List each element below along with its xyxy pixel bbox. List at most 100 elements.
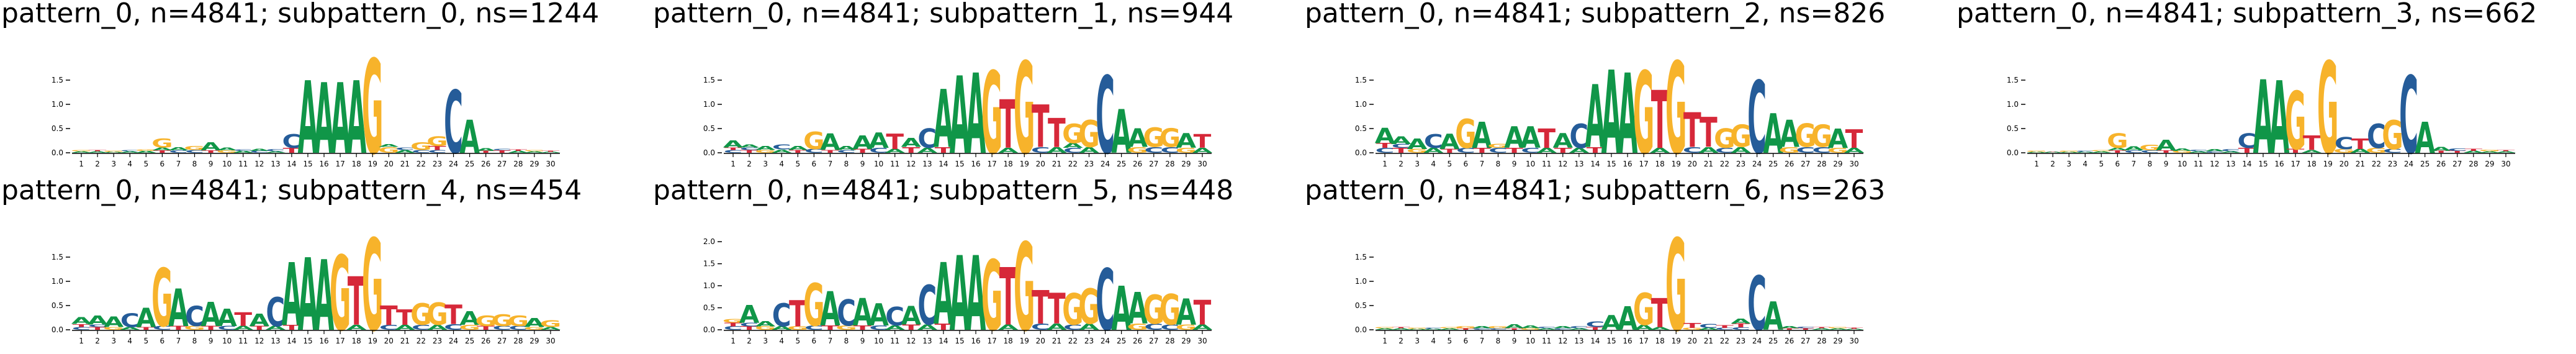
x-tick-label: 7 <box>828 160 833 168</box>
logo-letter-A: A <box>1079 322 1100 332</box>
x-tick-label: 23 <box>433 160 442 168</box>
logo-letter-C: C <box>1160 145 1179 155</box>
logo-letter-G: G <box>803 273 825 340</box>
logo-letter-T: T <box>741 325 759 331</box>
x-tick-label: 16 <box>971 160 980 168</box>
logo-letter-C: C <box>444 322 463 332</box>
logo-letter-T: T <box>169 325 187 331</box>
x-tick-label: 28 <box>1165 160 1174 168</box>
logo-letter-G: G <box>524 150 545 152</box>
logo-letter-A: A <box>249 311 269 330</box>
logo-letter-T: T <box>202 325 220 331</box>
logo-letter-G: G <box>2139 143 2161 153</box>
logo-panel-3: pattern_0, n=4841; subpattern_3, ns=662 … <box>1955 0 2576 177</box>
x-tick-label: 15 <box>303 160 312 168</box>
x-tick-label: 1 <box>731 160 736 168</box>
logo-letter-A: A <box>868 129 889 153</box>
x-tick-label: 1 <box>731 337 736 345</box>
x-tick-label: 16 <box>971 337 980 345</box>
y-tick-label: 0.0 <box>52 148 63 157</box>
x-tick-label: 13 <box>1574 337 1583 345</box>
logo-letter-A: A <box>1650 147 1670 155</box>
logo-letter-A: A <box>233 150 253 153</box>
logo-letter-A: A <box>901 301 922 330</box>
logo-letter-A: A <box>475 147 497 152</box>
x-tick-label: 22 <box>1720 160 1729 168</box>
x-tick-label: 12 <box>254 337 264 345</box>
logo-letter-T: T <box>202 150 220 153</box>
x-tick-label: 16 <box>319 160 328 168</box>
logo-letter-C: C <box>120 150 140 152</box>
logo-letter-T: T <box>477 325 495 331</box>
logo-letter-G: G <box>1062 284 1084 335</box>
x-tick-label: 29 <box>529 160 539 168</box>
sequence-logo: 0.00.51.01.5AGATAGACAGTGCACGTAGAACCAACTC… <box>1355 214 1864 354</box>
x-tick-label: 7 <box>1480 337 1485 345</box>
logo-letter-C: C <box>1392 143 1411 150</box>
x-tick-label: 21 <box>1704 160 1713 168</box>
logo-letter-A: A <box>2464 150 2484 153</box>
logo-letter-A: A <box>346 60 367 176</box>
logo-letter-A: A <box>723 138 744 150</box>
logo-letter-C: C <box>837 149 856 153</box>
logo-letter-T: T <box>724 322 742 327</box>
logo-letter-C: C <box>379 324 399 332</box>
x-tick-label: 15 <box>955 160 964 168</box>
logo-letter-A: A <box>1504 121 1524 155</box>
logo-letter-C: C <box>885 302 904 331</box>
logo-letter-A: A <box>1423 147 1444 155</box>
logo-letter-A: A <box>1552 129 1573 153</box>
logo-letter-A: A <box>2059 152 2079 153</box>
x-tick-label: 10 <box>2177 160 2187 168</box>
logo-letter-A: A <box>2204 149 2225 152</box>
x-tick-label: 25 <box>1768 337 1778 345</box>
x-tick-label: 24 <box>1752 337 1762 345</box>
x-tick-label: 5 <box>2099 160 2104 168</box>
logo-letter-G: G <box>135 149 157 152</box>
logo-letter-G: G <box>1078 113 1100 156</box>
y-tick-label: 0.0 <box>1355 325 1367 334</box>
logo-letter-G: G <box>2382 112 2403 159</box>
x-tick-label: 9 <box>209 160 214 168</box>
logo-letter-T: T <box>902 323 920 332</box>
logo-letter-A: A <box>1698 145 1719 155</box>
logo-letter-A: A <box>1828 124 1849 154</box>
x-tick-label: 29 <box>1181 160 1191 168</box>
logo-letter-T: T <box>137 326 155 330</box>
logo-letter-T: T <box>89 150 107 152</box>
x-tick-label: 21 <box>400 160 410 168</box>
logo-letter-A: A <box>1439 328 1460 330</box>
logo-letter-A: A <box>88 314 108 327</box>
x-tick-label: 20 <box>384 337 394 345</box>
logo-letter-G: G <box>103 151 124 153</box>
logo-letter-A: A <box>1407 329 1428 330</box>
logo-letter-A: A <box>525 316 545 330</box>
logo-letter-T: T <box>1473 147 1491 155</box>
y-tick-label: 0.5 <box>1355 124 1367 133</box>
logo-letter-A: A <box>739 300 760 329</box>
logo-letter-G: G <box>1633 284 1655 336</box>
logo-letter-C: C <box>2237 129 2256 153</box>
panel-title: pattern_0, n=4841; subpattern_0, ns=1244 <box>1 0 600 29</box>
logo-letter-C: C <box>1796 145 1815 155</box>
y-tick-label: 1.0 <box>703 281 715 290</box>
logo-letter-A: A <box>1375 328 1395 330</box>
x-tick-label: 27 <box>1801 160 1810 168</box>
logo-letter-C: C <box>740 322 759 327</box>
logo-letter-T: T <box>2238 147 2256 155</box>
logo-letter-C: C <box>772 297 791 334</box>
logo-letter-C: C <box>412 149 431 153</box>
x-tick-label: 11 <box>890 160 899 168</box>
x-tick-label: 27 <box>1149 337 1158 345</box>
logo-panel-2: pattern_0, n=4841; subpattern_2, ns=826 … <box>1304 0 1924 177</box>
x-tick-label: 14 <box>287 337 296 345</box>
x-tick-label: 1 <box>79 337 84 345</box>
x-tick-label: 3 <box>763 160 768 168</box>
x-tick-label: 21 <box>1052 337 1061 345</box>
logo-letter-G: G <box>184 325 205 331</box>
logo-letter-C: C <box>869 147 888 155</box>
logo-letter-G: G <box>71 150 92 152</box>
logo-letter-A: A <box>379 143 400 148</box>
y-tick-label: 0.5 <box>703 124 715 133</box>
y-tick-label: 0.0 <box>703 148 715 157</box>
